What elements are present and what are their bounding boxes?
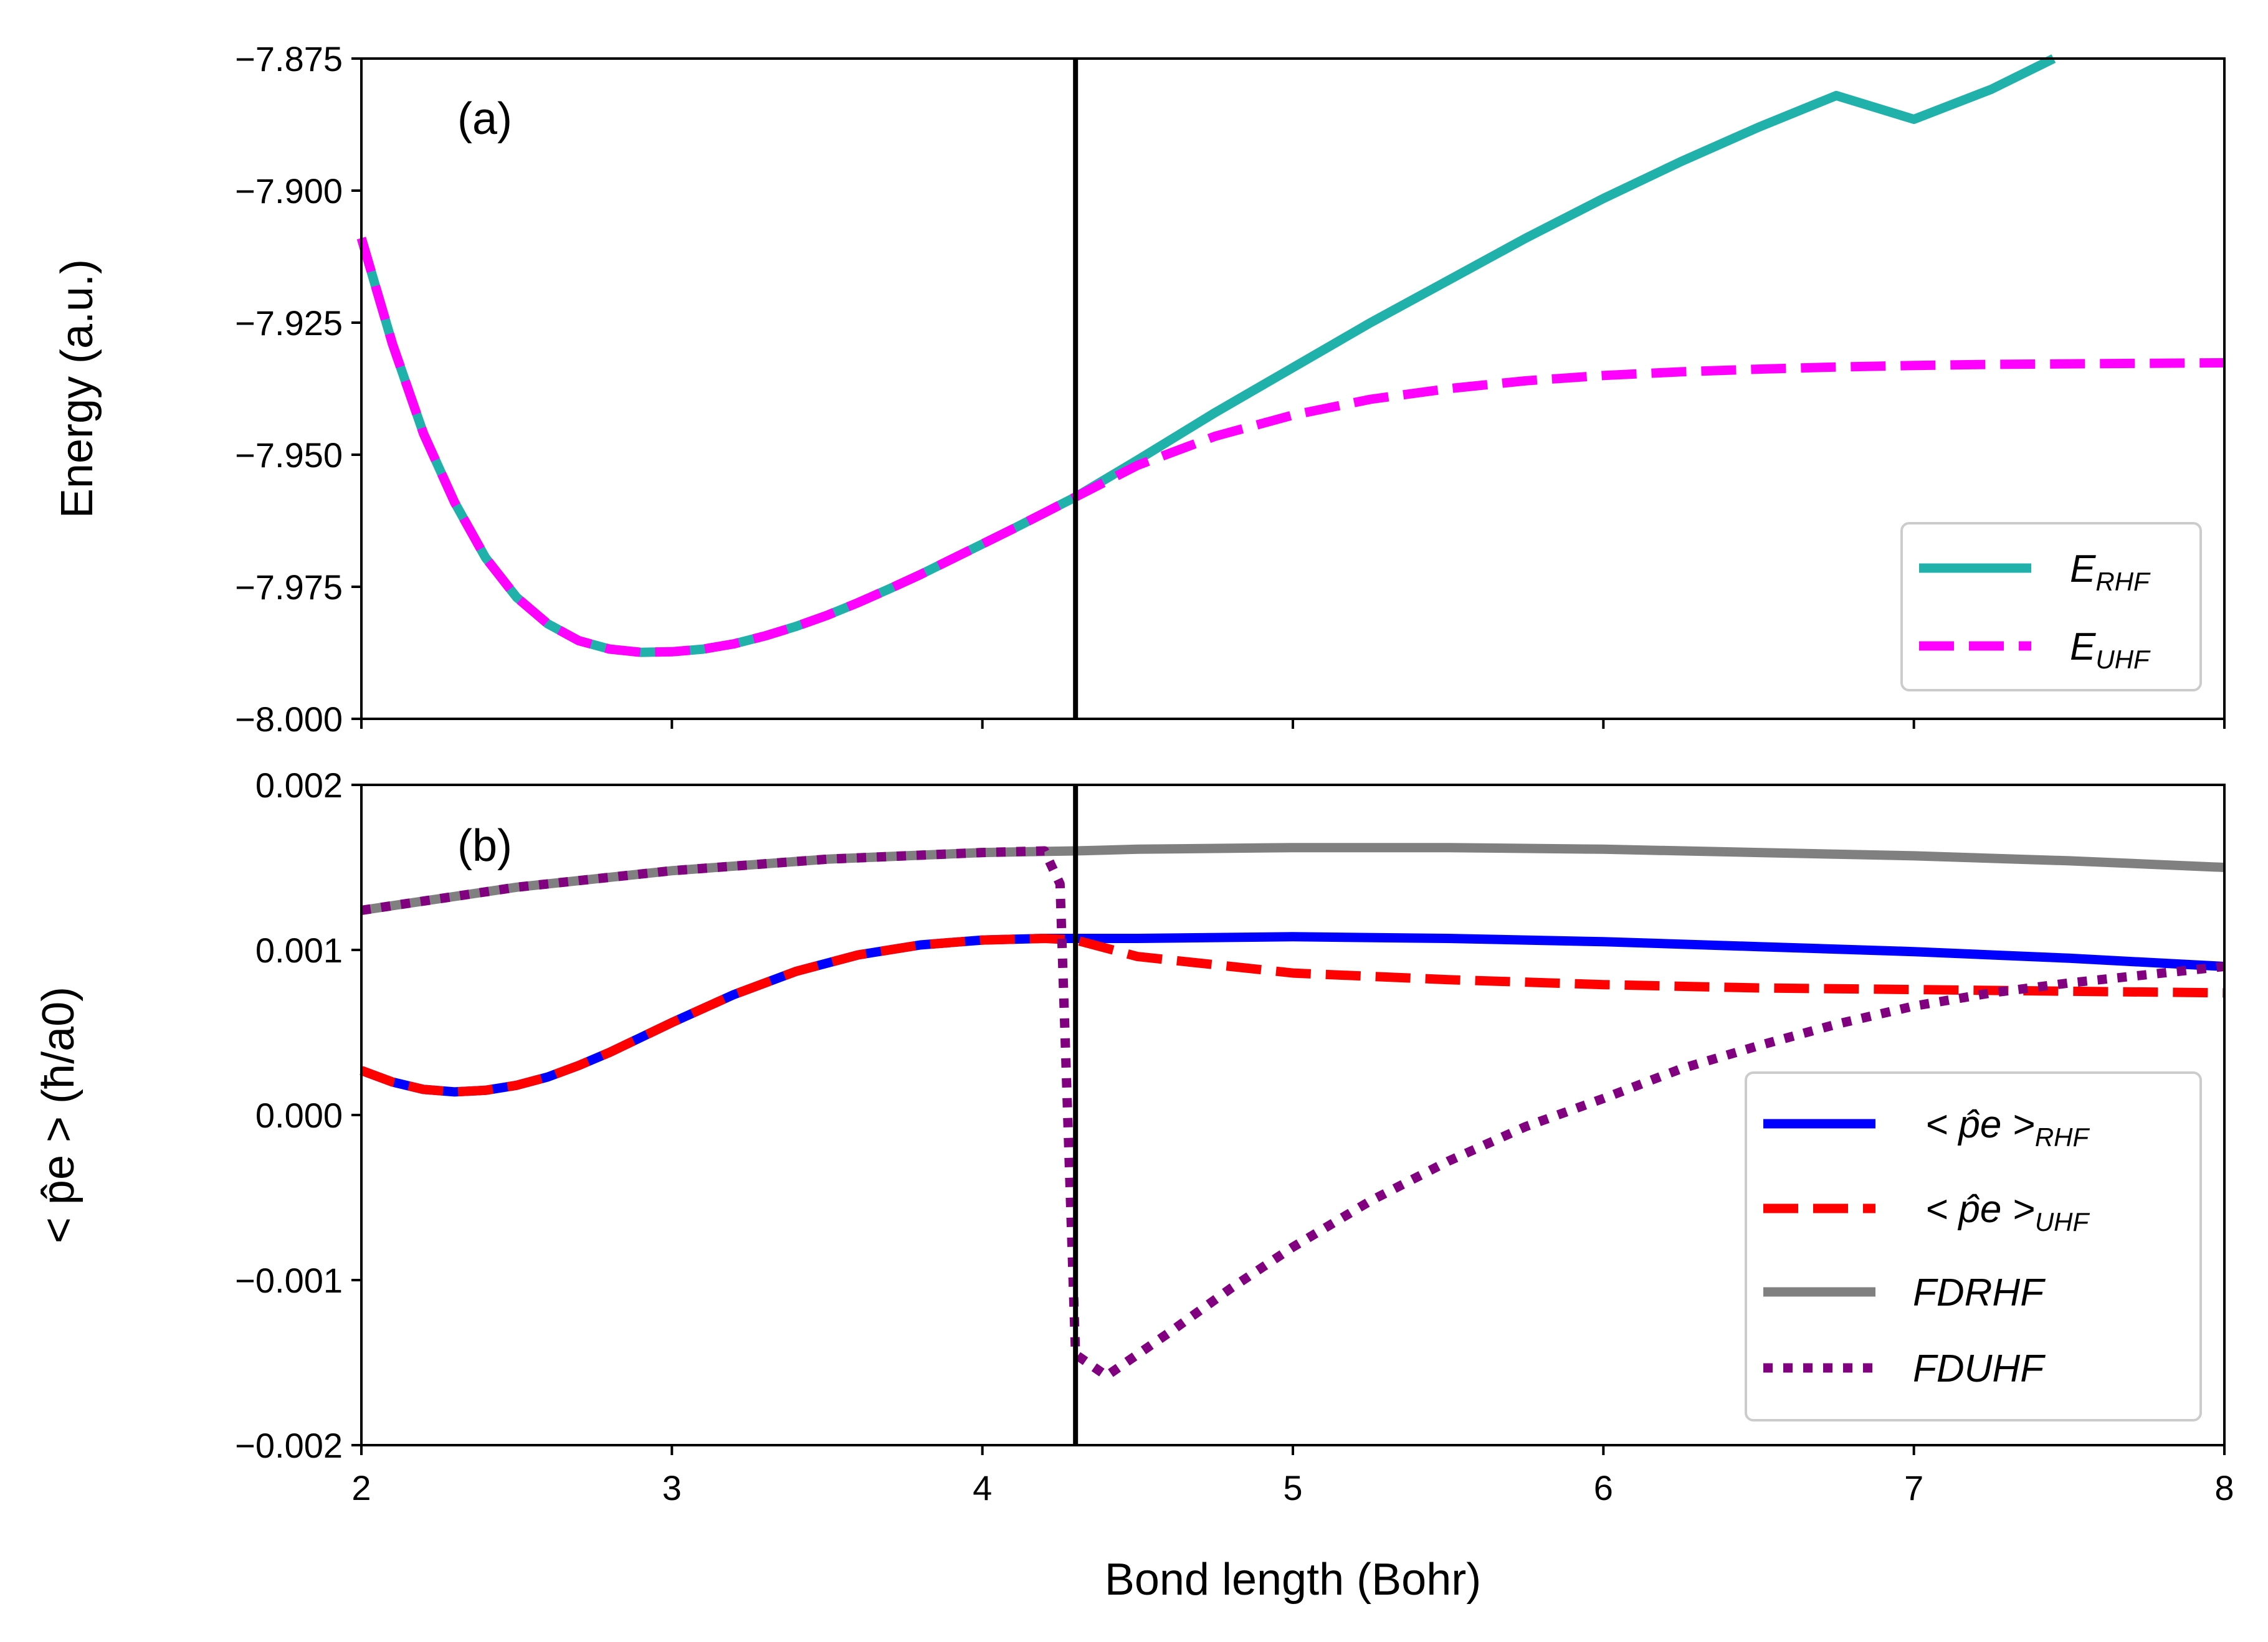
panel-a-legend: ERHF EUHF: [1900, 522, 2202, 691]
panel-b-xlabel: Bond length (Bohr): [1105, 1555, 1481, 1605]
y-tick-label: −0.002: [235, 1426, 343, 1465]
x-tick-label: 4: [973, 1468, 992, 1507]
panel-b-ticks: −0.002 −0.001 0.000 0.001 0.002 2 3 4 5 6 7 8: [235, 766, 2234, 1507]
x-tick-label: 2: [351, 1468, 371, 1507]
y-tick-label: −0.001: [235, 1261, 343, 1300]
y-tick-label: −7.925: [235, 303, 343, 343]
panel-a-frame: [360, 57, 2226, 720]
y-tick-label: −8.000: [235, 700, 343, 739]
panel-b-ylabel: < p̂e > (ħ/a0): [34, 987, 83, 1243]
y-tick-label: 0.000: [255, 1096, 343, 1135]
panel-a-lines: [356, 54, 2225, 657]
x-tick-label: 6: [1594, 1468, 1613, 1507]
legend-pe-rhf-main: < p̂e >: [1925, 1103, 2035, 1146]
x-tick-label: 5: [1283, 1468, 1302, 1507]
panel-b-legend-box: [1745, 1071, 2202, 1421]
panel-a-ylabel: Energy (a.u.): [52, 259, 102, 518]
panel-a: −8.000 −7.975 −7.950 −7.925 −7.900 −7.875 (a)…: [52, 39, 2226, 739]
panel-b-label: (b): [457, 821, 512, 871]
y-tick-label: −7.975: [235, 567, 343, 607]
x-tick-label: 8: [2214, 1468, 2234, 1507]
legend-label-e-uhf: EUHF: [2070, 625, 2151, 674]
series-line-fduhf: [360, 846, 2225, 1381]
legend-label-pe-uhf: < p̂e >UHF: [1925, 1188, 2090, 1236]
legend-e-rhf-main: E: [2070, 548, 2096, 591]
legend-label-fduhf: FDUHF: [1913, 1347, 2046, 1390]
legend-pe-uhf-main: < p̂e >: [1925, 1188, 2035, 1231]
legend-pe-rhf-sub: RHF: [2035, 1122, 2090, 1152]
series-line-e-uhf: [356, 237, 2225, 657]
y-tick-label: −7.950: [235, 435, 343, 475]
y-tick-label: −7.900: [235, 171, 343, 211]
x-tick-label: 3: [662, 1468, 682, 1507]
series-line-p-e-uhf: [360, 934, 2225, 1097]
legend-label-pe-rhf: < p̂e >RHF: [1925, 1103, 2090, 1152]
legend-pe-uhf-sub: UHF: [2035, 1207, 2090, 1236]
panel-b-lines: [360, 843, 2225, 1381]
y-tick-label: 0.002: [255, 766, 343, 805]
x-tick-label: 7: [1904, 1468, 1923, 1507]
panel-a-ticks: −8.000 −7.975 −7.950 −7.925 −7.900 −7.875: [235, 39, 2226, 739]
panel-b-frame: [360, 784, 2226, 1446]
legend-e-uhf-sub: UHF: [2095, 645, 2151, 674]
legend-e-uhf-main: E: [2070, 625, 2096, 668]
legend-label-e-rhf: ERHF: [2070, 548, 2151, 596]
panel-a-legend-box: [1900, 522, 2202, 691]
y-tick-label: 0.001: [255, 931, 343, 970]
y-tick-label: −7.875: [235, 39, 343, 78]
panel-b: −0.002 −0.001 0.000 0.001 0.002 2 3 4 5 6 7 8 (b) <…: [34, 766, 2234, 1605]
legend-e-rhf-sub: RHF: [2095, 567, 2151, 596]
legend-label-fdrhf: FDRHF: [1913, 1271, 2046, 1314]
panel-a-label: (a): [457, 94, 512, 144]
panel-b-legend: < p̂e >RHF < p̂e >UHF FDRHF FDUHF: [1745, 1071, 2202, 1421]
